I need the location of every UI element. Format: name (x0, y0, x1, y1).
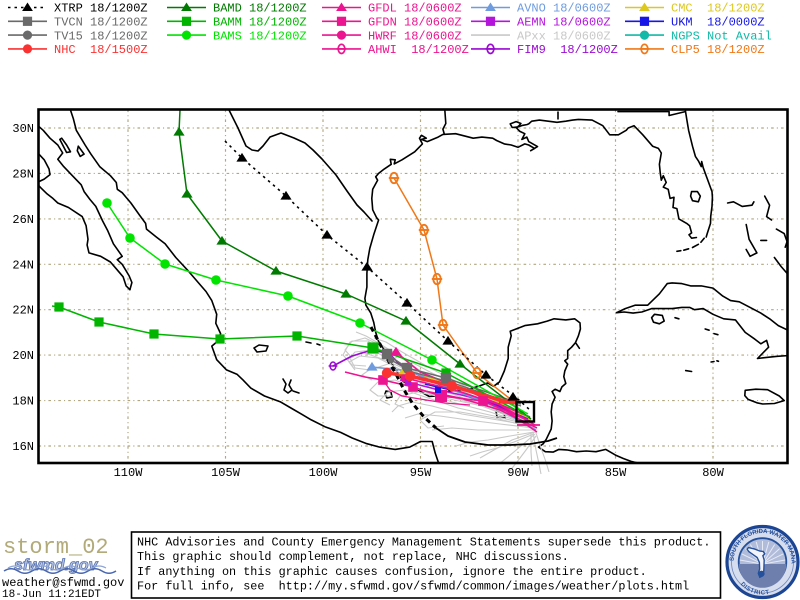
svg-text:XTRP 18/1200Z: XTRP 18/1200Z (54, 2, 148, 16)
svg-text:For full info, see http://my.: For full info, see http://my.sfwmd.gov/s… (137, 580, 689, 594)
svg-text:18N: 18N (12, 395, 34, 409)
svg-text:110W: 110W (114, 466, 144, 480)
svg-text:HWRF 18/0600Z: HWRF 18/0600Z (368, 29, 462, 43)
svg-text:BAMD 18/1200Z: BAMD 18/1200Z (213, 2, 307, 16)
svg-text:APxx 18/0600Z: APxx 18/0600Z (517, 29, 611, 43)
svg-text:18-Jun 11:21EDT: 18-Jun 11:21EDT (2, 589, 101, 600)
svg-text:BAMM 18/1200Z: BAMM 18/1200Z (213, 16, 307, 30)
svg-text:90W: 90W (507, 466, 529, 480)
svg-text:storm_02: storm_02 (3, 535, 109, 560)
svg-text:30N: 30N (12, 122, 34, 136)
svg-text:This graphic should complement: This graphic should complement, not repl… (137, 550, 569, 564)
svg-text:95W: 95W (410, 466, 432, 480)
svg-text:24N: 24N (12, 258, 34, 272)
svg-text:TVCN 18/1200Z: TVCN 18/1200Z (54, 16, 148, 30)
svg-text:UKM 18/0000Z: UKM 18/0000Z (671, 16, 765, 30)
svg-text:AVNO 18/0600Z: AVNO 18/0600Z (517, 2, 611, 16)
svg-text:AHWI 18/1200Z: AHWI 18/1200Z (368, 43, 469, 57)
svg-text:BAMS 18/1200Z: BAMS 18/1200Z (213, 29, 307, 43)
svg-text:AEMN 18/0600Z: AEMN 18/0600Z (517, 16, 611, 30)
svg-text:CLP5 18/1200Z: CLP5 18/1200Z (671, 43, 765, 57)
svg-text:weather@sfwmd.gov: weather@sfwmd.gov (2, 576, 124, 590)
svg-text:TV15 18/1200Z: TV15 18/1200Z (54, 29, 148, 43)
svg-text:FIM9 18/1200Z: FIM9 18/1200Z (517, 43, 618, 57)
svg-text:CMC 18/1200Z: CMC 18/1200Z (671, 2, 765, 16)
svg-text:28N: 28N (12, 167, 34, 181)
svg-text:NHC Advisories and County Emer: NHC Advisories and County Emergency Mana… (137, 536, 710, 550)
svg-text:80W: 80W (702, 466, 724, 480)
svg-text:100W: 100W (309, 466, 339, 480)
svg-text:22N: 22N (12, 304, 34, 318)
svg-text:GFDL 18/0600Z: GFDL 18/0600Z (368, 2, 462, 16)
svg-text:NGPS Not Avail: NGPS Not Avail (671, 29, 772, 43)
svg-text:GFDN 18/0600Z: GFDN 18/0600Z (368, 16, 462, 30)
svg-text:If anything on this graphic ca: If anything on this graphic causes confu… (137, 565, 647, 579)
svg-text:20N: 20N (12, 349, 34, 363)
svg-text:26N: 26N (12, 213, 34, 227)
svg-text:85W: 85W (605, 466, 627, 480)
svg-text:NHC 18/1500Z: NHC 18/1500Z (54, 43, 148, 57)
svg-text:105W: 105W (211, 466, 241, 480)
svg-text:16N: 16N (12, 440, 34, 454)
